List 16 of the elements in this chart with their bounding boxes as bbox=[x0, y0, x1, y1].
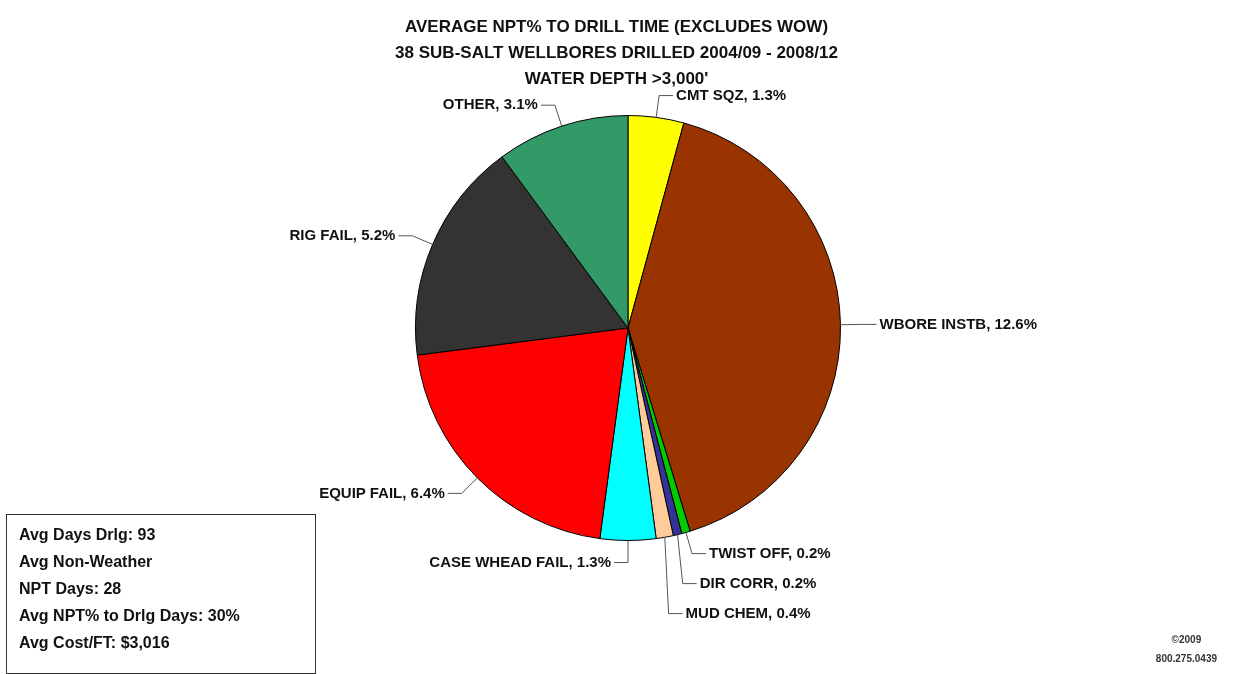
slice-label: TWIST OFF, 0.2% bbox=[708, 543, 831, 561]
text: Avg Days Drlg: 93 bbox=[19, 525, 157, 545]
slice-label: MUD CHEM, 0.4% bbox=[685, 603, 811, 621]
text: Avg Cost/FT: $3,016 bbox=[19, 633, 171, 653]
chart-title: AVERAGE NPT% TO DRILL TIME (EXCLUDES WOW) bbox=[403, 16, 830, 38]
text: Avg NPT% to Drlg Days: 30% bbox=[19, 606, 241, 626]
text: NPT Days: 28 bbox=[19, 579, 123, 599]
text: ©2009 bbox=[1170, 633, 1203, 647]
slice-label: OTHER, 3.1% bbox=[442, 95, 538, 113]
slice-label: EQUIP FAIL, 6.4% bbox=[319, 483, 445, 501]
slice-label: DIR CORR, 0.2% bbox=[699, 573, 817, 591]
slice-label: RIG FAIL, 5.2% bbox=[289, 225, 396, 243]
slice-label: WBORE INSTB, 12.6% bbox=[879, 314, 1037, 332]
text: Avg Non-Weather bbox=[19, 552, 154, 572]
text: 800.275.0439 bbox=[1155, 652, 1217, 666]
slice-label: CASE WHEAD FAIL, 1.3% bbox=[429, 552, 611, 570]
